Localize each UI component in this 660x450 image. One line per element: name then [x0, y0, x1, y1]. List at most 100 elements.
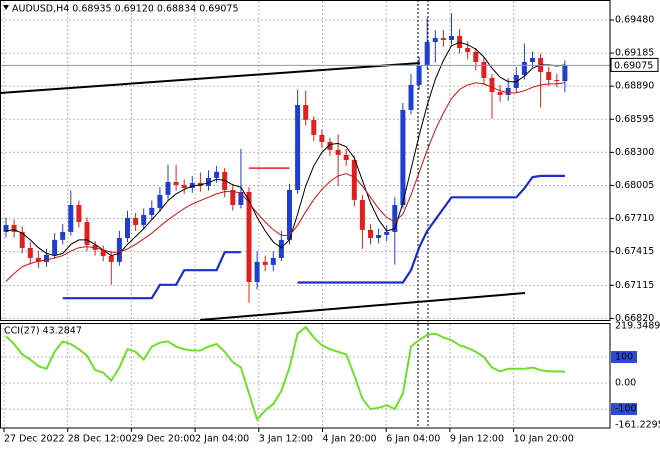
candle-body — [214, 171, 220, 178]
candle-body — [149, 207, 155, 215]
candle-body — [295, 105, 301, 190]
candle-body — [165, 181, 171, 195]
cci-tick-label: 0.00 — [615, 378, 636, 389]
candle-body — [481, 61, 487, 78]
candle-body — [424, 41, 430, 65]
candle-body — [287, 189, 292, 240]
candle-body — [368, 229, 373, 238]
candle-body — [465, 48, 471, 52]
chart-title: AUDUSD,H4 0.68935 0.69120 0.68834 0.6907… — [12, 4, 239, 15]
trend-line — [199, 292, 526, 321]
candle-body — [562, 65, 568, 82]
candle-body — [449, 36, 454, 40]
x-tick-label: 10 Jan 20:00 — [514, 434, 574, 445]
y-tick-label: 0.69480 — [615, 14, 654, 25]
candle-body — [125, 217, 130, 238]
candle-body — [343, 154, 349, 160]
candle-body — [270, 257, 276, 265]
candle-body — [432, 38, 438, 42]
candle-body — [230, 189, 236, 205]
candle-body — [489, 77, 495, 93]
candle-body — [76, 204, 82, 222]
candle-body — [416, 64, 422, 85]
x-tick-label: 6 Jan 04:00 — [386, 434, 440, 445]
candle-body — [384, 231, 390, 235]
candle-body — [505, 87, 511, 95]
level-box — [611, 351, 637, 364]
candle-body — [400, 109, 406, 205]
candle-body — [108, 255, 114, 262]
cci-tick-label: -100 — [615, 404, 637, 415]
candle-body — [3, 224, 9, 232]
candle-body — [335, 149, 341, 155]
menu-icon[interactable] — [3, 5, 9, 10]
candle-body — [327, 141, 333, 150]
candle-body — [278, 239, 284, 258]
candle-body — [262, 261, 268, 265]
x-tick-label: 28 Dec 12:00 — [68, 434, 132, 445]
candle-body — [52, 239, 58, 255]
candle-body — [35, 257, 41, 262]
y-tick-label: 0.69185 — [615, 48, 654, 59]
candle-body — [100, 249, 106, 256]
candle-body — [254, 261, 260, 282]
y-tick-label: 0.67115 — [615, 280, 654, 291]
y-tick-label: 0.66820 — [615, 313, 654, 324]
cci-tick-label: -161.2295 — [615, 420, 660, 431]
candle-body — [497, 92, 503, 95]
candle-body — [303, 105, 309, 120]
price-box — [610, 57, 659, 72]
level-box — [611, 403, 637, 416]
candle-body — [11, 224, 17, 232]
candle-body — [173, 181, 179, 185]
candle-body — [554, 80, 560, 82]
candle-body — [530, 58, 535, 62]
candle-body — [133, 217, 139, 225]
candle-body — [392, 204, 398, 232]
candle-body — [60, 231, 66, 240]
main-frame — [0, 0, 611, 321]
candle-body — [19, 231, 25, 248]
cci-title: CCI(27) 43.2847 — [4, 326, 82, 337]
cci-frame — [0, 323, 611, 429]
indicator-line — [62, 251, 241, 300]
price-label: 0.69075 — [614, 60, 653, 71]
candle-body — [473, 51, 479, 62]
marks — [1, 13, 610, 422]
x-tick-label: 27 Dec 2022 — [4, 434, 65, 445]
cci-tick-label: 100 — [615, 352, 633, 363]
candle-body — [44, 254, 49, 262]
candle-body — [521, 61, 527, 75]
trend-line — [0, 62, 421, 94]
x-tick-label: 2 Jan 04:00 — [195, 434, 249, 445]
candle-body — [359, 199, 365, 230]
candle-body — [408, 84, 414, 110]
candle-body — [206, 177, 211, 186]
indicator-line — [297, 174, 565, 284]
candle-body — [27, 247, 33, 258]
candle-body — [181, 184, 187, 188]
candle-body — [189, 183, 195, 188]
cci-line — [5, 325, 565, 422]
x-tick-label: 9 Jan 12:00 — [450, 434, 504, 445]
x-tick-label: 3 Jan 12:00 — [259, 434, 313, 445]
candle-body — [157, 194, 163, 208]
candle-body — [546, 71, 552, 80]
candle-body — [440, 38, 446, 40]
candle-body — [311, 119, 317, 135]
candle-body — [238, 191, 244, 205]
y-tick-label: 0.68890 — [615, 81, 654, 92]
y-tick-label: 0.67710 — [615, 213, 654, 224]
candle-body — [84, 221, 90, 245]
candle-body — [351, 160, 357, 200]
y-tick-label: 0.67415 — [615, 246, 654, 257]
indicator-line — [5, 82, 565, 282]
indicator-line — [5, 41, 565, 257]
y-tick-label: 0.68300 — [615, 147, 654, 158]
candle-body — [319, 134, 325, 142]
y-tick-label: 0.68005 — [615, 180, 654, 191]
cci-tick-label: 219.3489 — [615, 321, 660, 332]
y-tick-label: 0.68595 — [615, 114, 654, 125]
